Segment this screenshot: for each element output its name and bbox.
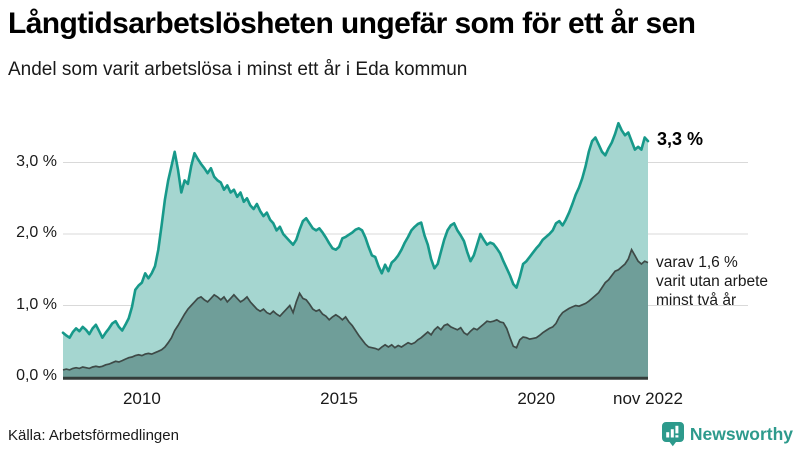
newsworthy-icon (661, 422, 684, 447)
x-tick-label: 2020 (517, 389, 556, 408)
brand-logo: Newsworthy (661, 422, 793, 447)
end-value-label: 3,3 % (657, 129, 704, 150)
inner-series-annotation: varav 1,6 % varit utan arbete minst två … (656, 253, 768, 310)
annotation-line: varit utan arbete (656, 272, 769, 290)
annotation-line: varav 1,6 % (656, 253, 738, 271)
y-tick-label: 3,0 % (16, 152, 57, 170)
x-tick-label: 2015 (320, 389, 358, 408)
chart-subtitle: Andel som varit arbetslösa i minst ett å… (8, 59, 468, 80)
x-tick-label: nov 2022 (613, 389, 683, 408)
line-minst-ett-ar (61, 121, 650, 339)
source-credit: Källa: Arbetsförmedlingen (8, 427, 179, 444)
annotation-line: minst två år (656, 291, 737, 309)
line-minst-tva-ar (62, 247, 649, 371)
area-fill-minst-tva-ar (63, 249, 648, 377)
y-tick-label: 0,0 % (16, 367, 57, 384)
brand-name: Newsworthy (689, 424, 793, 444)
y-tick-label: 1,0 % (16, 295, 57, 313)
x-tick-label: 2010 (122, 389, 161, 408)
y-tick-label: 2,0 % (16, 224, 57, 241)
page-title: Långtidsarbetslösheten ungefär som för e… (8, 7, 696, 40)
